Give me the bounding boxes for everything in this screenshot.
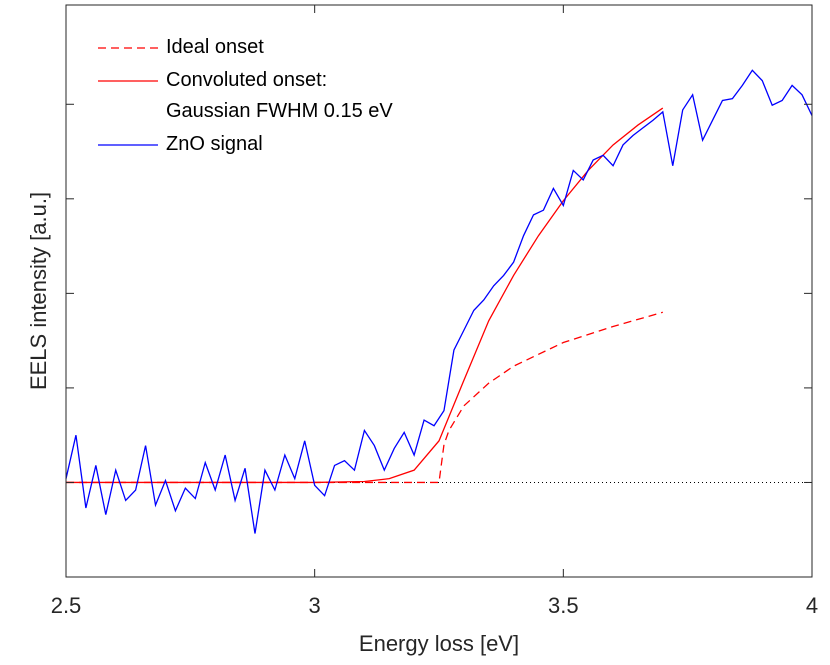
legend-swatch (98, 80, 158, 82)
legend-swatch (98, 144, 158, 146)
legend: Ideal onset Convoluted onset: Gaussian FW… (98, 32, 393, 162)
x-tick-label: 3 (309, 593, 321, 618)
legend-item: ZnO signal (98, 129, 393, 160)
legend-item: Convoluted onset: Gaussian FWHM 0.15 eV (98, 65, 393, 127)
legend-item: Ideal onset (98, 32, 393, 63)
legend-label: Ideal onset (166, 36, 264, 58)
series-line (66, 311, 663, 484)
series-line (66, 107, 664, 484)
x-tick-label: 4 (806, 593, 818, 618)
x-axis-label: Energy loss [eV] (359, 631, 519, 656)
series-line (65, 69, 813, 534)
y-axis-label: EELS intensity [a.u.] (26, 192, 51, 390)
x-tick-label: 3.5 (548, 593, 579, 618)
legend-swatch (98, 47, 158, 49)
legend-label: ZnO signal (166, 133, 263, 155)
plot-frame (65, 4, 813, 578)
legend-label: Convoluted onset: Gaussian FWHM 0.15 eV (166, 69, 393, 122)
x-tick-label: 2.5 (51, 593, 82, 618)
